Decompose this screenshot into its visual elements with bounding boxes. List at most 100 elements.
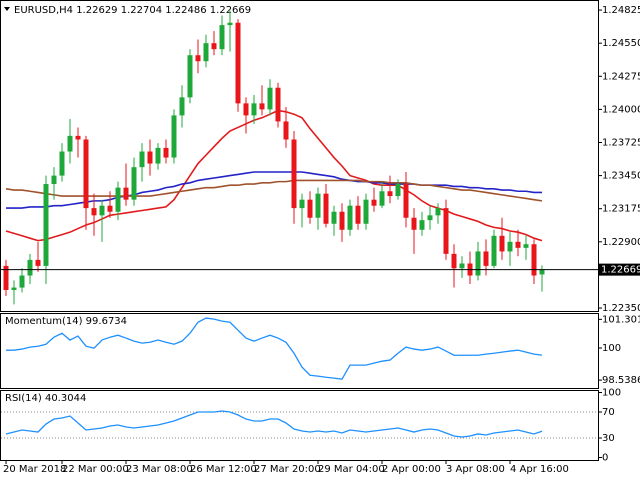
- candle-body: [195, 55, 201, 62]
- candle-body: [51, 175, 57, 185]
- candle-body: [187, 55, 193, 98]
- y-tick-label: 98.5386: [602, 375, 640, 386]
- candle-body: [507, 241, 513, 252]
- candle-body: [299, 199, 305, 209]
- x-tick-label: 26 Mar 12:00: [190, 464, 257, 475]
- x-tick-label: 20 Mar 2018: [3, 464, 66, 475]
- candle-body: [27, 259, 33, 276]
- candle-body: [115, 187, 121, 212]
- y-tick-label: 1.24825: [602, 5, 640, 16]
- x-tick-label: 29 Mar 04:00: [318, 464, 385, 475]
- candle-body: [179, 97, 185, 116]
- candle-body: [379, 191, 385, 206]
- candle-body: [235, 22, 241, 104]
- candle-body: [203, 43, 209, 62]
- candle-body: [347, 205, 353, 230]
- indicator-line: [5, 410, 543, 438]
- y-tick-label: 1.23175: [602, 204, 640, 215]
- main-panel-frame: [0, 0, 599, 312]
- candle-body: [363, 199, 369, 224]
- candle-body: [75, 135, 81, 140]
- rsi-panel-frame: [0, 390, 599, 461]
- momentum-panel-frame: [0, 313, 599, 389]
- moving-average-line: [5, 179, 543, 202]
- candle-body: [283, 121, 289, 140]
- candle-body: [211, 43, 217, 50]
- candle-body: [523, 244, 529, 248]
- indicator-line: [6, 317, 543, 380]
- candle-body: [403, 184, 409, 218]
- candle-body: [499, 235, 505, 252]
- candle-body: [107, 205, 113, 212]
- candle-body: [35, 259, 41, 266]
- candle-body: [395, 184, 401, 197]
- y-tick-label: 1.22900: [602, 237, 640, 248]
- y-tick-label: 1.24275: [602, 71, 640, 82]
- candle-body: [307, 199, 313, 218]
- y-tick-label: 70: [602, 407, 615, 418]
- x-tick-label: 23 Mar 08:00: [126, 464, 193, 475]
- candle-body: [43, 184, 49, 266]
- candle-body: [355, 205, 361, 224]
- last-price-box: [598, 263, 640, 276]
- candle-body: [99, 205, 105, 216]
- candle-body: [251, 103, 257, 116]
- rsi-title: RSI(14) 40.3044: [5, 393, 86, 404]
- candle-body: [539, 269, 545, 275]
- y-tick-label: 1.24000: [602, 104, 640, 115]
- candle-body: [483, 251, 489, 266]
- candle-body: [531, 244, 537, 276]
- x-tick-label: 4 Apr 16:00: [510, 464, 569, 475]
- candle-body: [219, 25, 225, 50]
- main-title: EURUSD,H4 1.22629 1.22704 1.22486 1.2266…: [14, 5, 251, 16]
- candle-body: [323, 193, 329, 224]
- candle-body: [427, 215, 433, 221]
- candle-body: [435, 208, 441, 216]
- candle-body: [451, 253, 457, 269]
- moving-average-line: [5, 109, 543, 242]
- candle-body: [259, 103, 265, 110]
- candle-body: [515, 241, 521, 248]
- candle-body: [491, 235, 497, 266]
- candle-body: [147, 151, 153, 164]
- y-tick-label: 1.23725: [602, 137, 640, 148]
- candle-body: [275, 87, 281, 122]
- candle-body: [67, 135, 73, 152]
- y-tick-label: 1.23450: [602, 171, 640, 182]
- candle-body: [443, 208, 449, 254]
- candle-body: [459, 263, 465, 269]
- candle-body: [411, 217, 417, 230]
- candle-body: [371, 199, 377, 206]
- x-tick-label: 22 Mar 00:00: [62, 464, 129, 475]
- candle-body: [419, 220, 425, 230]
- y-tick-label: 1.22350: [602, 303, 640, 314]
- candle-body: [475, 251, 481, 276]
- last-price-label: 1.22669: [601, 265, 640, 276]
- candle-body: [123, 187, 129, 200]
- symbol-arrow-icon: [4, 7, 10, 11]
- candle-body: [139, 151, 145, 168]
- candle-body: [227, 22, 233, 26]
- y-tick-label: 101.3019: [602, 314, 640, 325]
- y-tick-label: 30: [602, 433, 615, 444]
- candle-body: [155, 147, 161, 164]
- candle-body: [59, 151, 65, 176]
- x-tick-label: 3 Apr 08:00: [446, 464, 505, 475]
- x-tick-label: 27 Mar 20:00: [254, 464, 321, 475]
- y-tick-label: 100: [602, 343, 621, 354]
- candle-body: [387, 191, 393, 197]
- y-tick-label: 1.24550: [602, 38, 640, 49]
- candle-body: [315, 193, 321, 218]
- candle-body: [3, 265, 9, 290]
- y-tick-label: 0: [602, 453, 608, 464]
- candle-body: [331, 211, 337, 224]
- candle-body: [131, 167, 137, 200]
- candle-body: [163, 147, 169, 158]
- panel-frames: [0, 0, 599, 461]
- moving-average-line: [6, 171, 542, 209]
- momentum-title: Momentum(14) 99.6734: [5, 316, 127, 327]
- candle-body: [171, 115, 177, 158]
- candle-body: [19, 275, 25, 288]
